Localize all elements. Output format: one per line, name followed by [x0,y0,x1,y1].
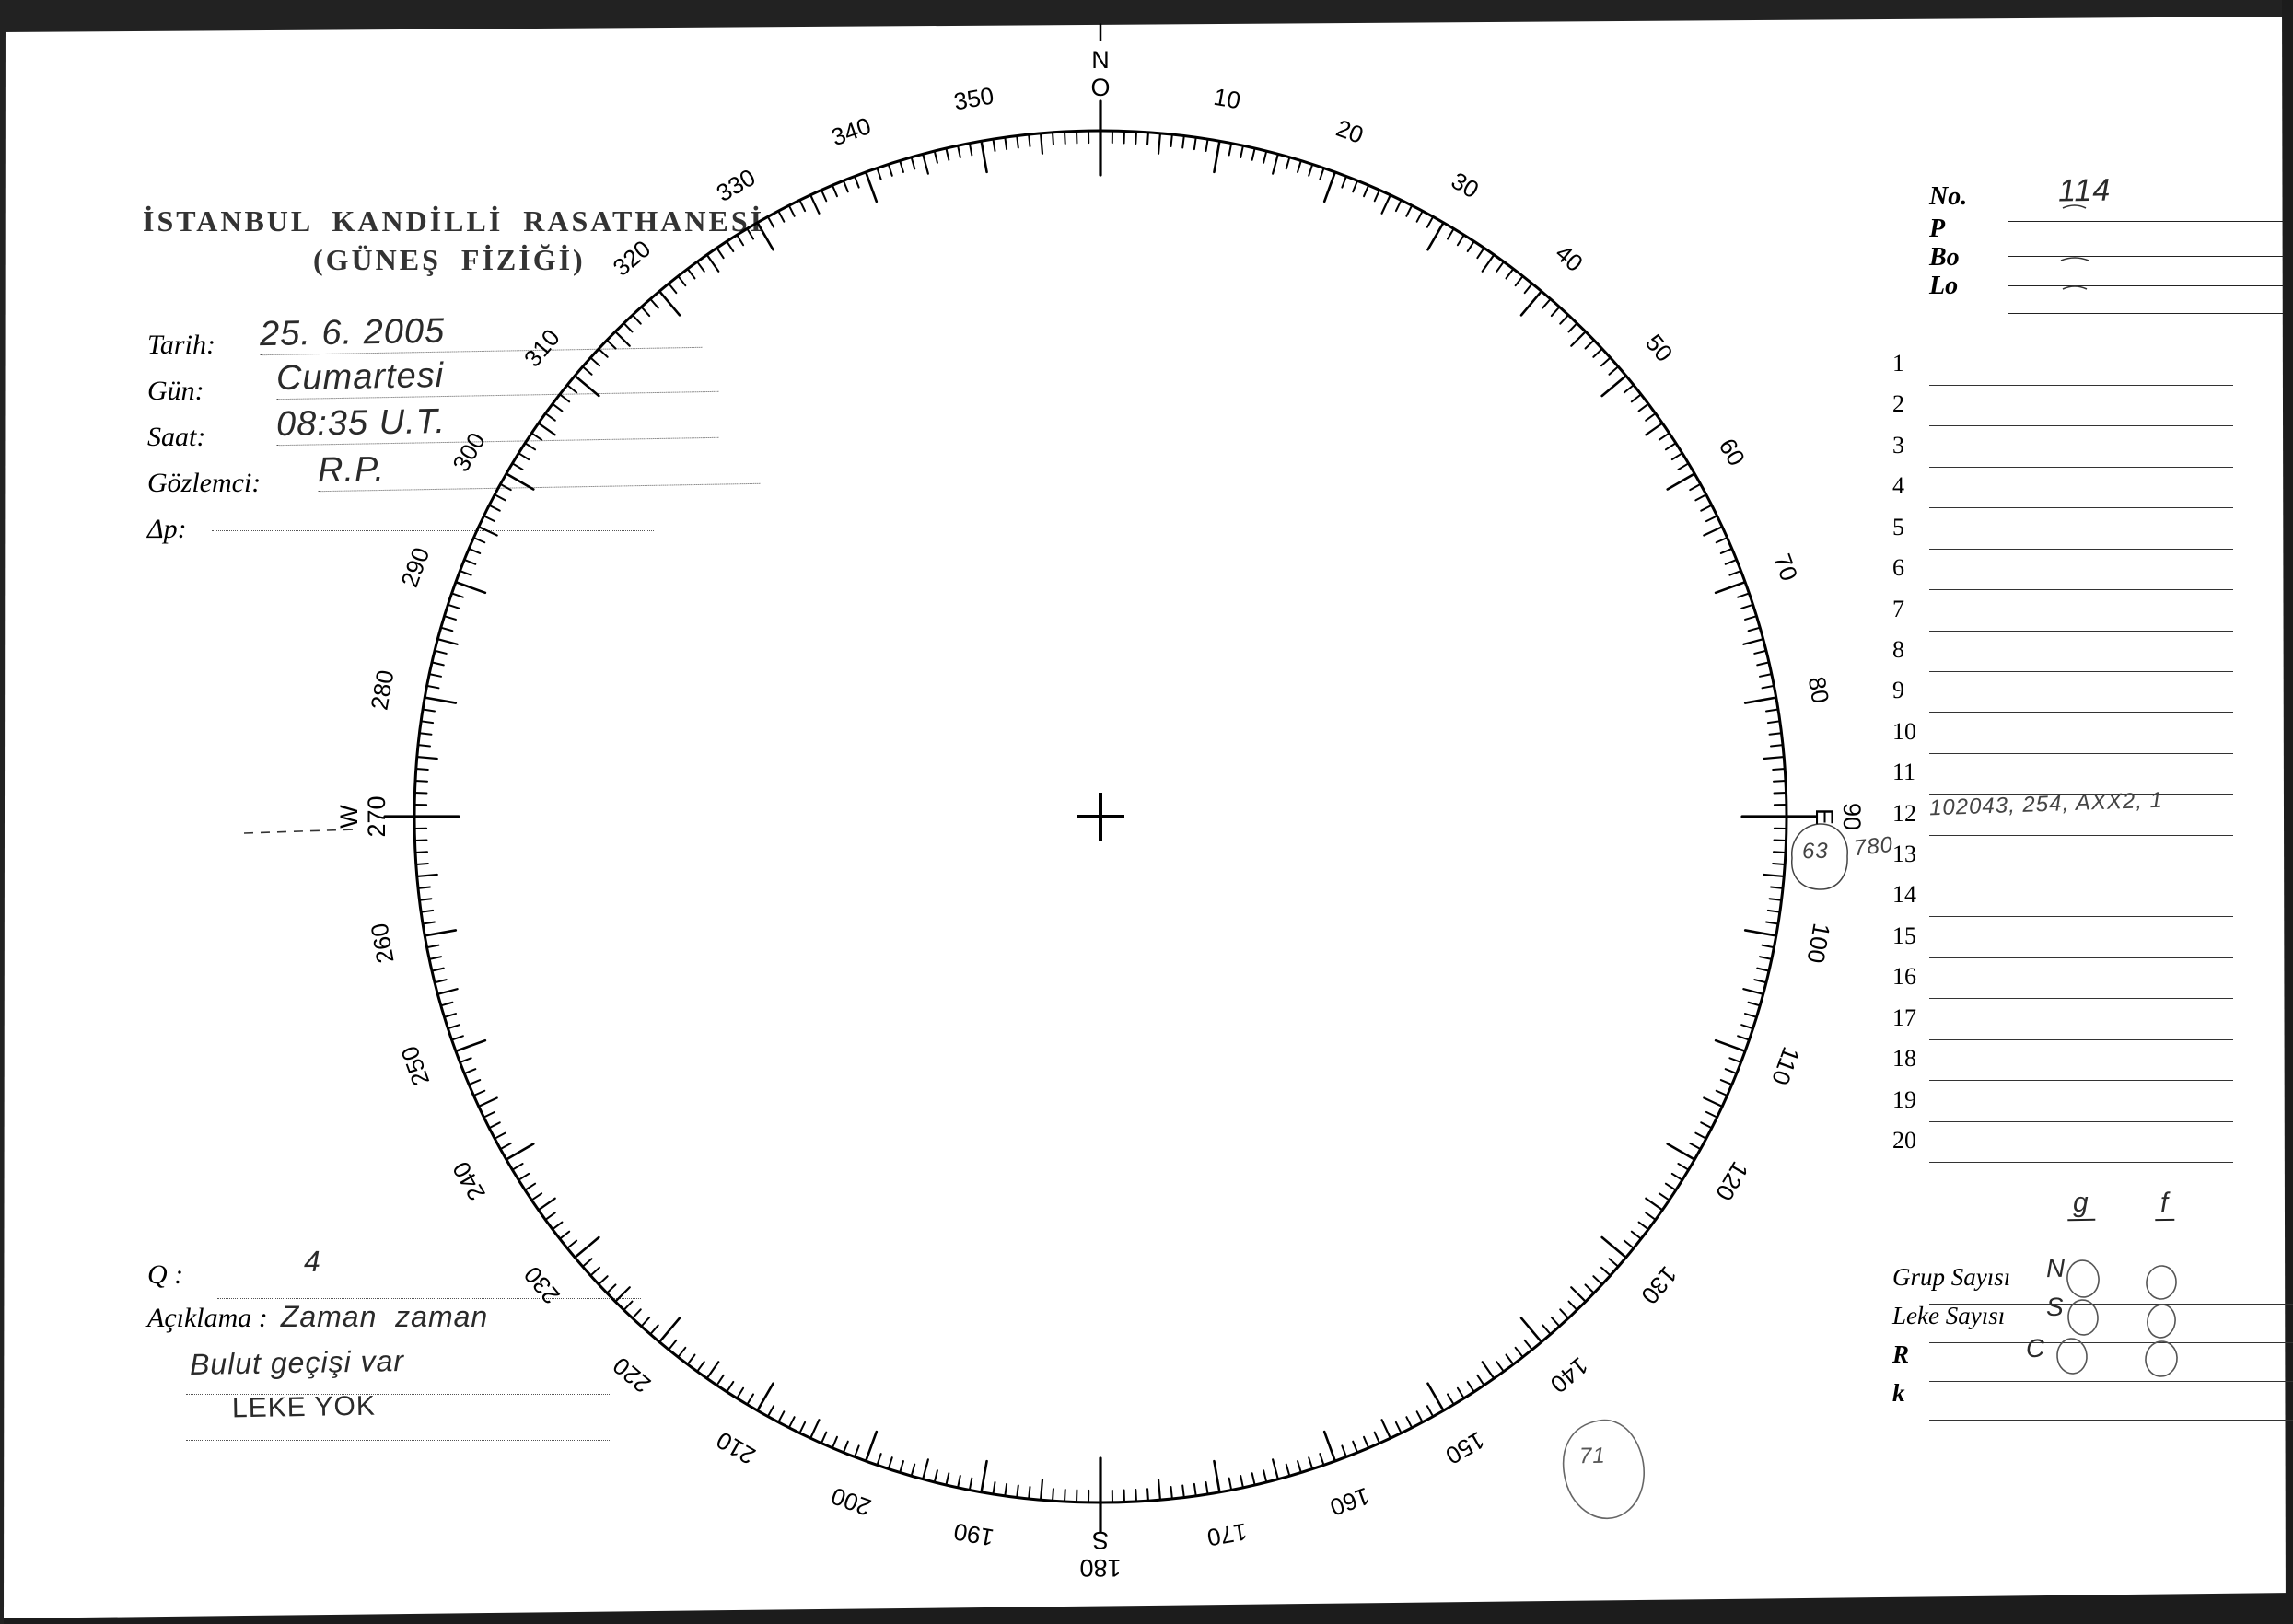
svg-text:210: 210 [712,1426,761,1470]
svg-text:30: 30 [1447,167,1484,203]
svg-text:50: 50 [1640,329,1679,366]
svg-text:280: 280 [365,667,399,712]
svg-text:340: 340 [828,111,875,151]
svg-text:290: 290 [395,544,435,591]
svg-text:130: 130 [1635,1261,1682,1310]
svg-text:320: 320 [608,235,657,282]
svg-text:220: 220 [608,1351,657,1398]
svg-text:80: 80 [1803,675,1835,706]
svg-text:70: 70 [1768,550,1803,584]
svg-text:170: 170 [1205,1517,1250,1551]
svg-text:90E: 90E [1810,803,1866,830]
svg-text:20: 20 [1333,114,1367,149]
svg-text:300: 300 [447,428,491,477]
svg-text:310: 310 [518,324,565,373]
svg-text:140: 140 [1545,1351,1594,1398]
svg-text:INO: INO [1090,18,1110,101]
svg-text:60: 60 [1714,434,1751,470]
svg-text:10: 10 [1212,83,1243,115]
svg-text:110: 110 [1766,1043,1805,1088]
svg-text:230: 230 [518,1261,565,1310]
svg-text:330: 330 [712,163,761,207]
svg-text:240: 240 [447,1157,491,1206]
svg-text:160: 160 [1326,1482,1373,1522]
svg-text:W270: W270 [335,795,390,837]
svg-text:260: 260 [365,922,399,966]
svg-text:120: 120 [1710,1157,1754,1206]
svg-text:100: 100 [1801,922,1835,966]
svg-text:40: 40 [1550,239,1588,278]
svg-text:200: 200 [828,1482,875,1522]
svg-text:350: 350 [951,81,995,115]
svg-text:180S: 180S [1079,1526,1121,1582]
svg-text:150: 150 [1441,1426,1490,1470]
svg-text:190: 190 [951,1517,995,1551]
svg-text:250: 250 [395,1042,435,1089]
